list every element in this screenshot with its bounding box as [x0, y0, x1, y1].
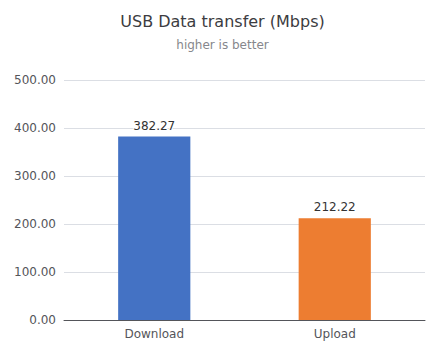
svg-text:100.00: 100.00 [14, 265, 56, 279]
svg-text:0.00: 0.00 [29, 313, 56, 327]
svg-text:212.22: 212.22 [314, 200, 356, 214]
svg-text:USB Data transfer (Mbps): USB Data transfer (Mbps) [120, 12, 324, 31]
svg-text:higher is better: higher is better [176, 38, 268, 52]
svg-text:200.00: 200.00 [14, 217, 56, 231]
svg-text:382.27: 382.27 [133, 119, 175, 133]
svg-text:400.00: 400.00 [14, 121, 56, 135]
svg-text:500.00: 500.00 [14, 73, 56, 87]
svg-text:Download: Download [124, 327, 184, 341]
svg-text:300.00: 300.00 [14, 169, 56, 183]
svg-text:Upload: Upload [314, 327, 356, 341]
